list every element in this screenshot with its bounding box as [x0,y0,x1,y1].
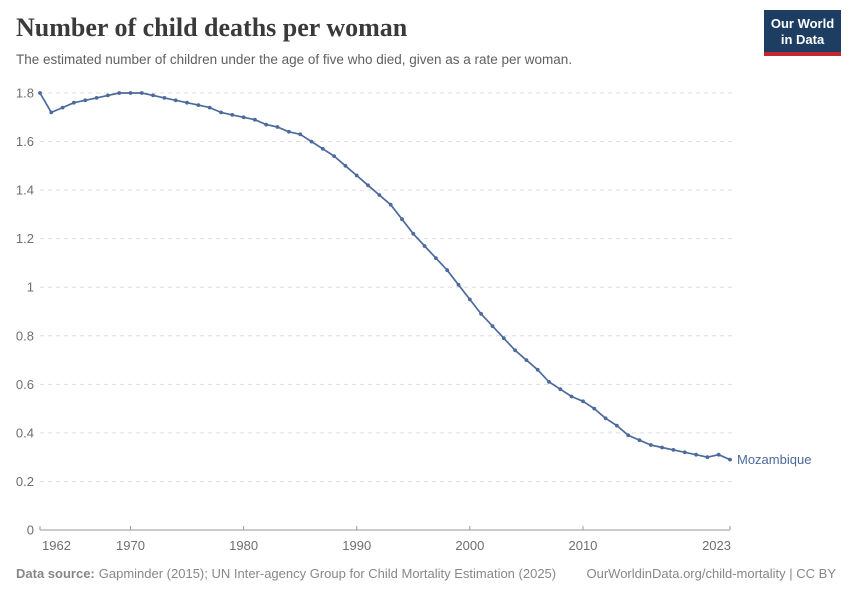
data-point[interactable] [162,96,167,100]
data-point[interactable] [366,183,370,188]
data-point[interactable] [456,282,461,287]
page-title: Number of child deaths per woman [16,13,408,42]
y-axis-tick-label: 1.8 [16,86,34,101]
data-source: Data source: Gapminder (2015); UN Inter-a… [16,566,556,581]
data-point[interactable] [558,387,563,392]
data-point[interactable] [660,445,664,450]
data-point[interactable] [332,154,336,159]
data-point[interactable] [490,324,495,328]
logo-line2: in Data [780,31,825,47]
data-point[interactable] [682,450,687,455]
data-source-label: Data source: [16,566,95,581]
data-point[interactable] [671,448,676,452]
data-point[interactable] [106,93,110,98]
data-point[interactable] [60,105,65,110]
y-axis-tick-label: 1.6 [16,134,34,149]
data-line[interactable] [39,92,731,461]
x-axis-tick-label: 1962 [42,538,71,553]
y-axis-tick-label: 0.4 [16,425,34,440]
data-point[interactable] [230,113,235,117]
y-axis-tick-label: 1.2 [16,231,34,246]
logo-line1: Our World [770,16,835,31]
data-point[interactable] [275,125,280,129]
data-point[interactable] [705,455,710,460]
data-point[interactable] [298,132,303,137]
data-point[interactable] [196,103,201,107]
data-point[interactable] [637,438,642,443]
x-axis-tick-label: 2000 [455,538,484,553]
data-point[interactable] [320,146,325,151]
x-axis-tick-label: 2023 [702,538,731,553]
data-point[interactable] [38,91,42,95]
data-point[interactable] [354,173,359,178]
data-point[interactable] [501,336,506,341]
data-point[interactable] [592,406,597,411]
x-axis-tick-label: 1970 [116,538,145,553]
data-point[interactable] [569,394,574,399]
y-axis-tick-label: 0.6 [16,377,34,392]
data-point[interactable] [445,268,450,273]
data-point[interactable] [173,98,178,103]
data-point[interactable] [287,129,291,134]
data-point[interactable] [467,297,472,302]
data-point[interactable] [185,100,189,105]
data-point[interactable] [603,416,608,421]
data-point[interactable] [117,91,122,95]
data-point[interactable] [411,231,416,236]
data-point[interactable] [422,244,427,248]
data-point[interactable] [513,348,517,353]
chart-footer: Data source: Gapminder (2015); UN Inter-a… [16,566,836,581]
data-point[interactable] [72,100,76,105]
data-point[interactable] [400,217,404,222]
y-axis-tick-label: 0.2 [16,474,34,489]
data-point[interactable] [434,256,438,260]
x-axis-tick-label: 1990 [342,538,371,553]
entity-label[interactable]: Mozambique [737,452,811,467]
data-point[interactable] [253,117,257,122]
data-point[interactable] [547,380,551,384]
data-point[interactable] [207,105,212,110]
data-point[interactable] [388,202,393,207]
data-point[interactable] [581,399,585,404]
data-point[interactable] [128,91,133,95]
x-axis-tick-label: 2010 [568,538,597,553]
data-point[interactable] [716,452,721,457]
data-point[interactable] [241,115,246,120]
data-point[interactable] [219,110,223,115]
data-point[interactable] [626,433,631,438]
data-point[interactable] [524,358,529,362]
data-point[interactable] [49,110,54,115]
owid-logo[interactable]: Our World in Data [764,10,841,56]
data-point[interactable] [615,423,619,428]
credit-link[interactable]: OurWorldinData.org/child-mortality | CC … [586,566,837,581]
data-source-text: Gapminder (2015); UN Inter-agency Group … [98,566,557,581]
data-point[interactable] [94,96,99,100]
data-point[interactable] [377,193,382,197]
y-axis-tick-label: 0.8 [16,328,34,343]
data-point[interactable] [309,139,314,144]
data-point[interactable] [151,93,156,98]
y-axis-tick-label: 0 [27,523,34,538]
data-point[interactable] [343,163,348,168]
x-axis-tick-label: 1980 [229,538,258,553]
chart-subtitle: The estimated number of children under t… [16,52,573,67]
data-point[interactable] [83,98,88,103]
data-point[interactable] [139,91,144,95]
data-point[interactable] [535,367,540,372]
data-point[interactable] [479,312,483,316]
data-point[interactable] [694,452,698,457]
data-point[interactable] [648,443,653,447]
data-point[interactable] [264,122,269,127]
y-axis-tick-label: 1.4 [16,183,34,198]
y-axis-tick-label: 1 [27,280,34,295]
data-point[interactable] [728,457,732,462]
